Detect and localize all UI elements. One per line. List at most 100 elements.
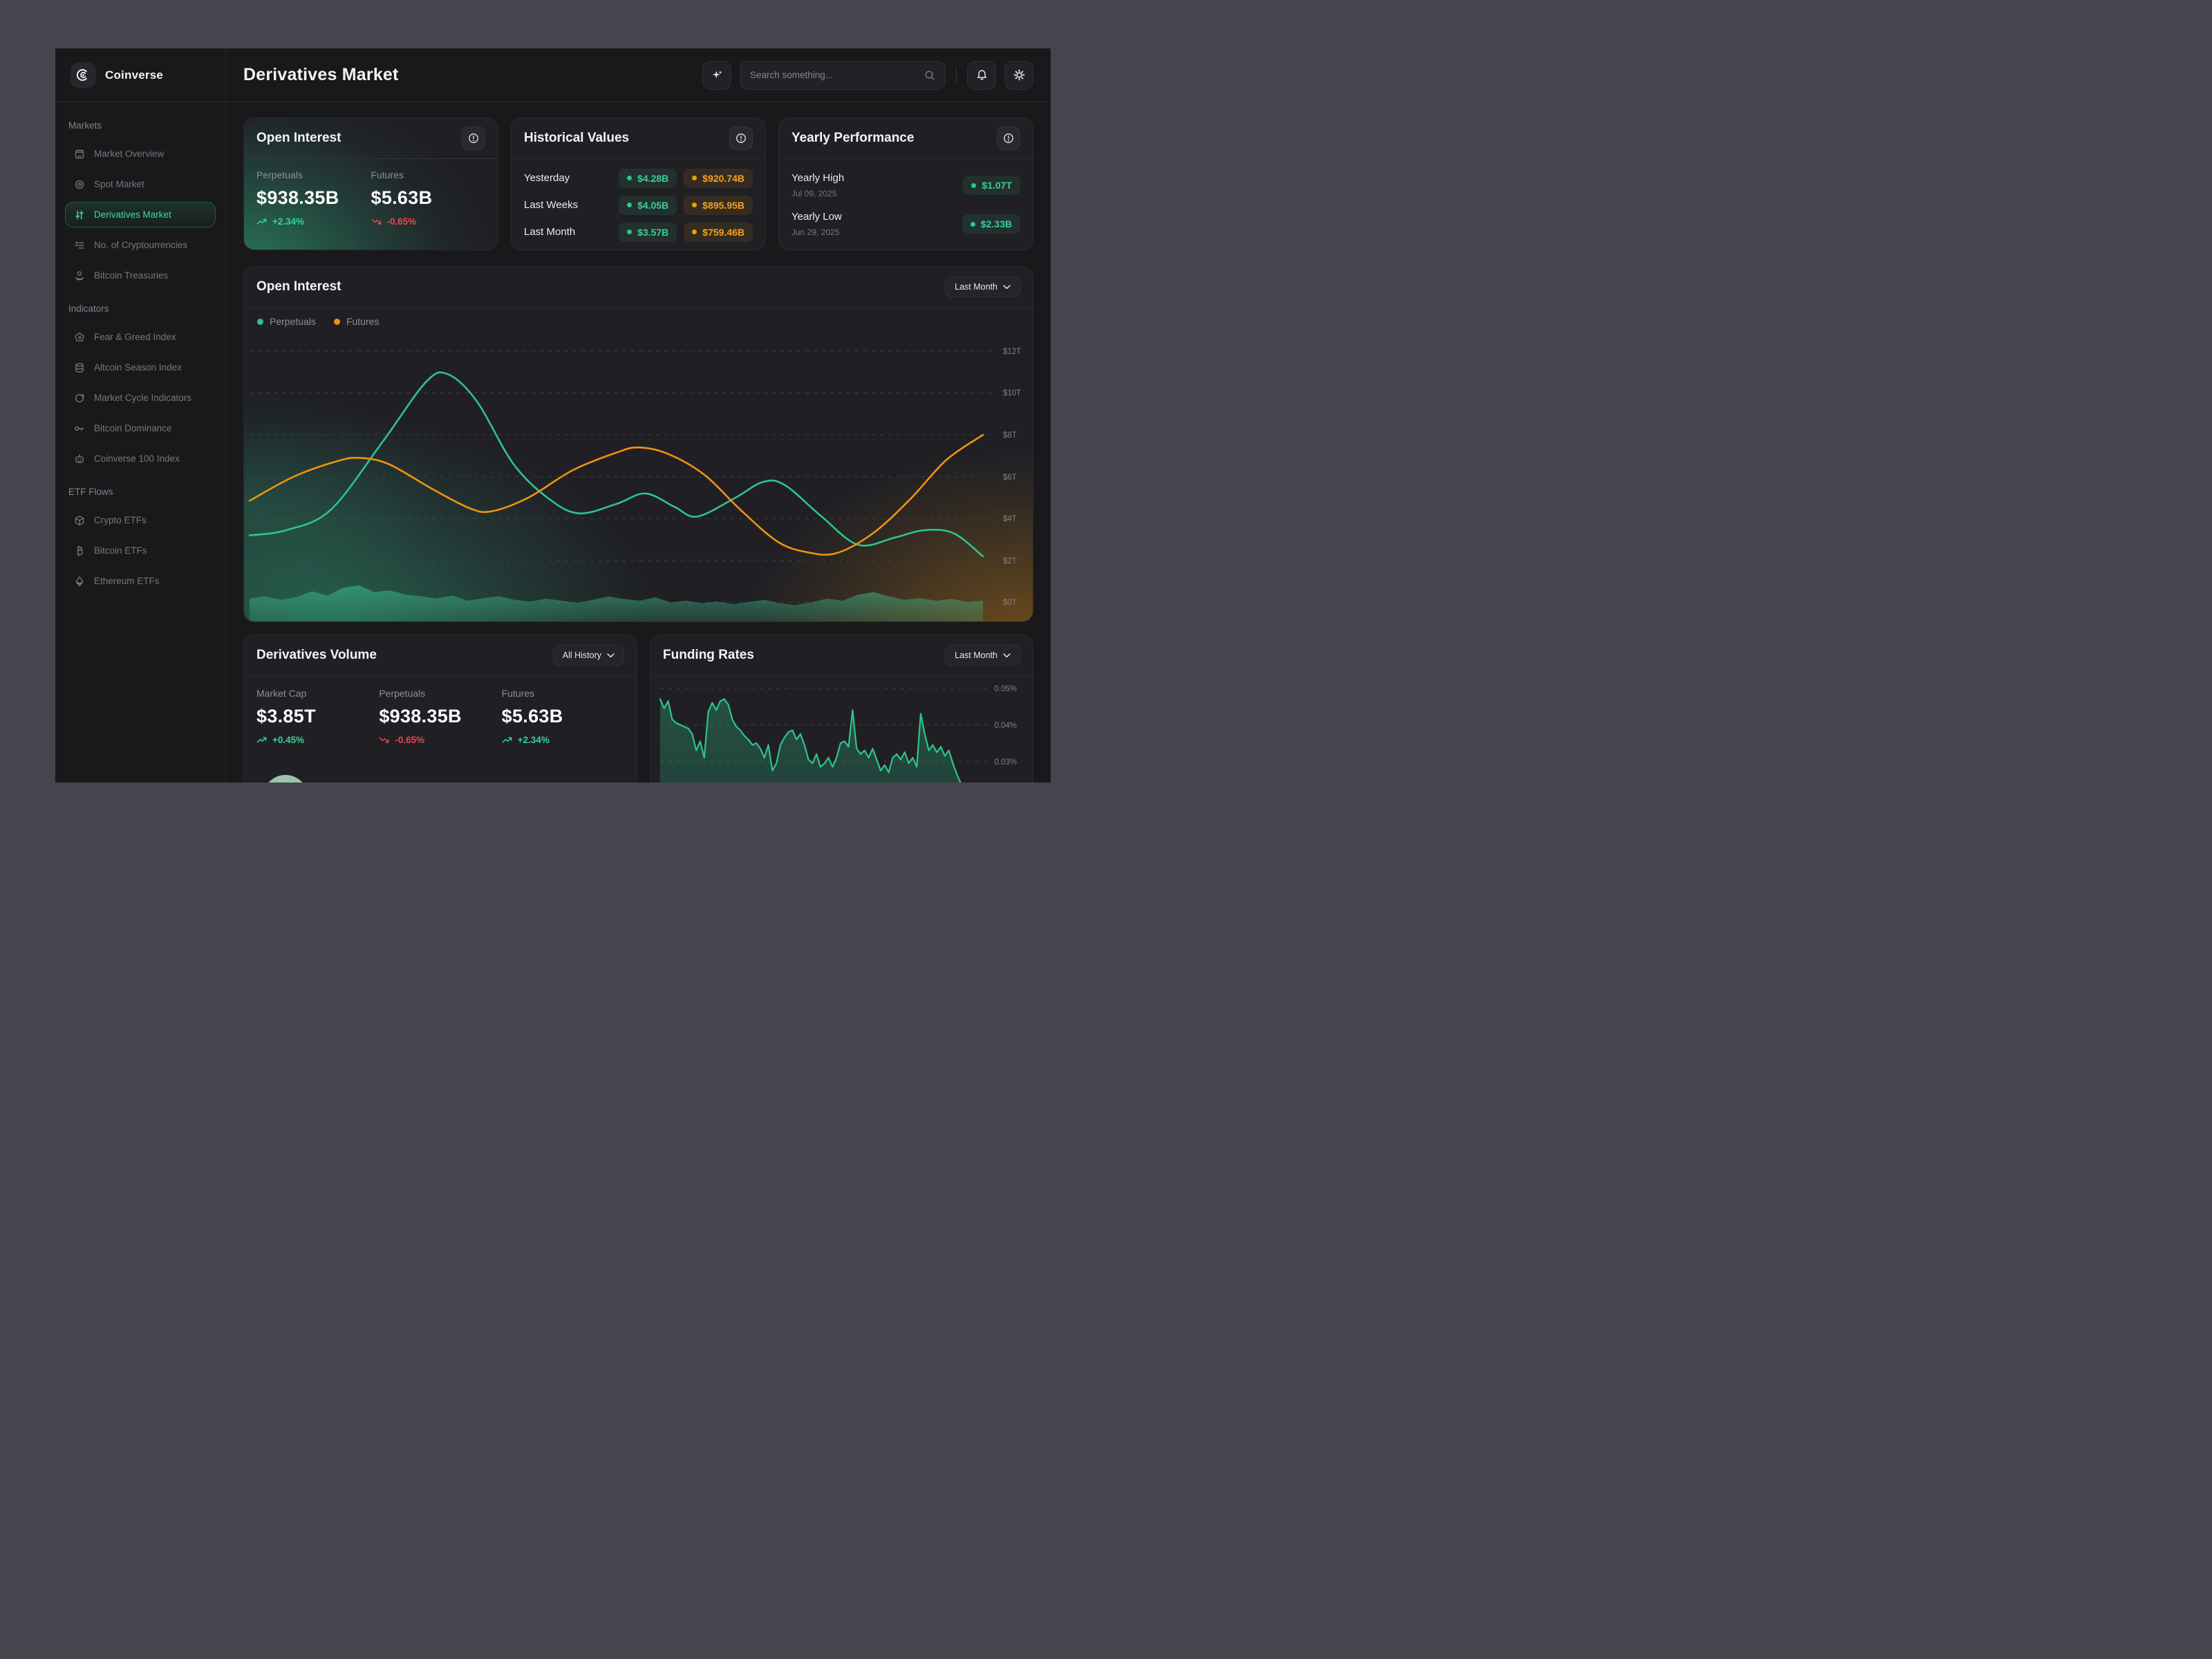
- sidebar-item-label: Coinverse 100 Index: [94, 453, 180, 464]
- yearly-low-badge: $2.33B: [962, 214, 1020, 234]
- chart-glow-background: [244, 335, 1033, 621]
- yearly-high-badge: $1.07T: [963, 176, 1020, 195]
- funding-range-select[interactable]: Last Month: [945, 645, 1020, 666]
- settings-button[interactable]: [1004, 60, 1033, 90]
- sidebar-item-market-cycle-indicators[interactable]: Market Cycle Indicators: [65, 385, 216, 411]
- chevron-down-icon: [607, 653, 615, 658]
- sidebar-item-fear-greed-index[interactable]: Fear & Greed Index: [65, 324, 216, 350]
- section-label: ETF Flows: [68, 487, 113, 497]
- y-tick: $12T: [1003, 348, 1021, 356]
- chart-title: Open Interest: [256, 279, 341, 294]
- historical-values-card: Historical Values Yesterday $4.28B $920.…: [511, 118, 766, 250]
- sidebar-item-spot-market[interactable]: Spot Market: [65, 171, 216, 197]
- sidebar-item-bitcoin-etfs[interactable]: Bitcoin ETFs: [65, 538, 216, 563]
- legend-futures[interactable]: Futures: [333, 316, 379, 327]
- stat-value: $938.35B: [256, 187, 339, 208]
- search-box[interactable]: [740, 60, 946, 90]
- orbit-icon: [74, 393, 85, 404]
- perpetuals-stat: Perpetuals $938.35B +2.34%: [256, 169, 371, 227]
- chevron-down-icon: [1003, 653, 1011, 658]
- sidebar-section-markets: Markets Market Overview Spot Market Deri…: [65, 113, 216, 288]
- card-title: Historical Values: [524, 131, 630, 145]
- green-value-badge: $3.57B: [619, 222, 677, 242]
- info-icon: [1003, 133, 1014, 144]
- sidebar-item-market-overview[interactable]: Market Overview: [65, 141, 216, 167]
- trend-down-icon: [379, 735, 389, 745]
- bell-icon: [976, 69, 988, 81]
- sidebar-item-label: Fear & Greed Index: [94, 332, 176, 342]
- card-title: Open Interest: [256, 131, 341, 145]
- historical-row-last-weeks: Last Weeks $4.05B $895.95B: [524, 194, 753, 216]
- sidebar-item-bitcoin-dominance[interactable]: Bitcoin Dominance: [65, 415, 216, 441]
- tag-icon: [74, 423, 85, 434]
- funding-rates-plot: 0.05% 0.04% 0.03%: [650, 676, 1033, 782]
- coinverse-logo-icon: [71, 62, 96, 88]
- sidebar-item-label: No. of Cryptourrencies: [94, 240, 188, 250]
- stat-label: Futures: [371, 169, 404, 180]
- brand-name: Coinverse: [105, 68, 164, 82]
- green-dot-icon: [257, 318, 263, 325]
- legend-perpetuals[interactable]: Perpetuals: [257, 316, 316, 327]
- funding-chart-svg: 0.05% 0.04% 0.03%: [659, 685, 1017, 782]
- yearly-performance-info-button[interactable]: [997, 126, 1020, 150]
- market-cap-stat: Market Cap $3.85T +0.45%: [256, 688, 316, 745]
- sidebar-item-coinverse-100-index[interactable]: Coinverse 100 Index: [65, 446, 216, 471]
- trend-up-icon: [256, 735, 267, 745]
- notifications-button[interactable]: [967, 60, 996, 90]
- search-input[interactable]: [750, 70, 919, 80]
- page-title: Derivatives Market: [243, 65, 399, 84]
- yearly-low-date: Jun 29, 2025: [791, 227, 840, 237]
- sidebar-item-altcoin-season-index[interactable]: Altcoin Season Index: [65, 355, 216, 380]
- app-window: Coinverse Derivatives Market Markets Mar…: [55, 48, 1051, 782]
- derivatives-volume-card: Derivatives Volume All History Market Ca…: [243, 635, 637, 782]
- database-icon: [74, 362, 85, 373]
- sidebar-item-no-of-cryptocurrencies[interactable]: No. of Cryptourrencies: [65, 232, 216, 258]
- funding-glow-background: [650, 676, 1033, 782]
- yearly-low-row: Yearly Low Jun 29, 2025 $2.33B: [791, 205, 1020, 243]
- info-icon: [468, 133, 479, 144]
- yearly-high-date: Jul 09, 2025: [791, 189, 837, 198]
- chart-legend: Perpetuals Futures: [244, 308, 1033, 335]
- sidebar-item-label: Altcoin Season Index: [94, 362, 182, 373]
- futures-volume-stat: Futures $5.63B +2.34%: [501, 688, 563, 745]
- section-label: Markets: [68, 120, 102, 131]
- perpetuals-volume-stat: Perpetuals $938.35B -0.65%: [379, 688, 462, 745]
- trend-down-icon: [371, 216, 382, 227]
- sidebar-item-crypto-etfs[interactable]: Crypto ETFs: [65, 507, 216, 533]
- sidebar-item-label: Market Overview: [94, 149, 165, 159]
- sidebar-item-label: Bitcoin Dominance: [94, 423, 172, 433]
- open-interest-info-button[interactable]: [462, 126, 485, 150]
- y-tick: $8T: [1003, 431, 1017, 440]
- section-label: Indicators: [68, 303, 109, 314]
- trend-up-icon: [502, 735, 512, 745]
- green-value-badge: $4.05B: [619, 195, 677, 215]
- sidebar-item-bitcoin-treasuries[interactable]: Bitcoin Treasuries: [65, 263, 216, 288]
- stat-label: Perpetuals: [256, 169, 303, 180]
- storefront-icon: [74, 149, 85, 160]
- sidebar-section-indicators: Indicators Fear & Greed Index Altcoin Se…: [65, 297, 216, 471]
- orange-dot-icon: [333, 318, 340, 325]
- card-title: Yearly Performance: [791, 131, 915, 145]
- ai-assistant-button[interactable]: [702, 60, 731, 90]
- y-tick: 0.04%: [994, 722, 1017, 730]
- historical-row-yesterday: Yesterday $4.28B $920.74B: [524, 167, 753, 189]
- y-tick: $4T: [1003, 515, 1017, 523]
- stat-change: -0.65%: [371, 216, 486, 227]
- historical-values-info-button[interactable]: [729, 126, 753, 150]
- sidebar-item-ethereum-etfs[interactable]: Ethereum ETFs: [65, 568, 216, 594]
- bottom-cards-row: Derivatives Volume All History Market Ca…: [243, 635, 1033, 782]
- futures-stat: Futures $5.63B -0.65%: [371, 169, 486, 227]
- trend-up-icon: [256, 216, 267, 227]
- card-title: Funding Rates: [663, 648, 754, 662]
- sliders-icon: [74, 209, 85, 221]
- y-tick: $10T: [1003, 389, 1021, 397]
- sidebar-section-etf-flows: ETF Flows Crypto ETFs Bitcoin ETFs Ether…: [65, 480, 216, 594]
- volume-range-select[interactable]: All History: [552, 645, 624, 666]
- summary-cards-row: Open Interest Perpetuals $938.35B +2.34%: [243, 118, 1033, 250]
- coin-hand-icon: [74, 270, 85, 281]
- stat-change: +2.34%: [256, 216, 371, 227]
- oi-chart-plot: $12T $10T $8T $6T $4T $2T $0T: [244, 335, 1033, 621]
- sidebar-item-derivatives-market[interactable]: Derivatives Market: [65, 202, 216, 227]
- oi-range-select[interactable]: Last Month: [945, 276, 1020, 297]
- sidebar-item-label: Spot Market: [94, 179, 144, 189]
